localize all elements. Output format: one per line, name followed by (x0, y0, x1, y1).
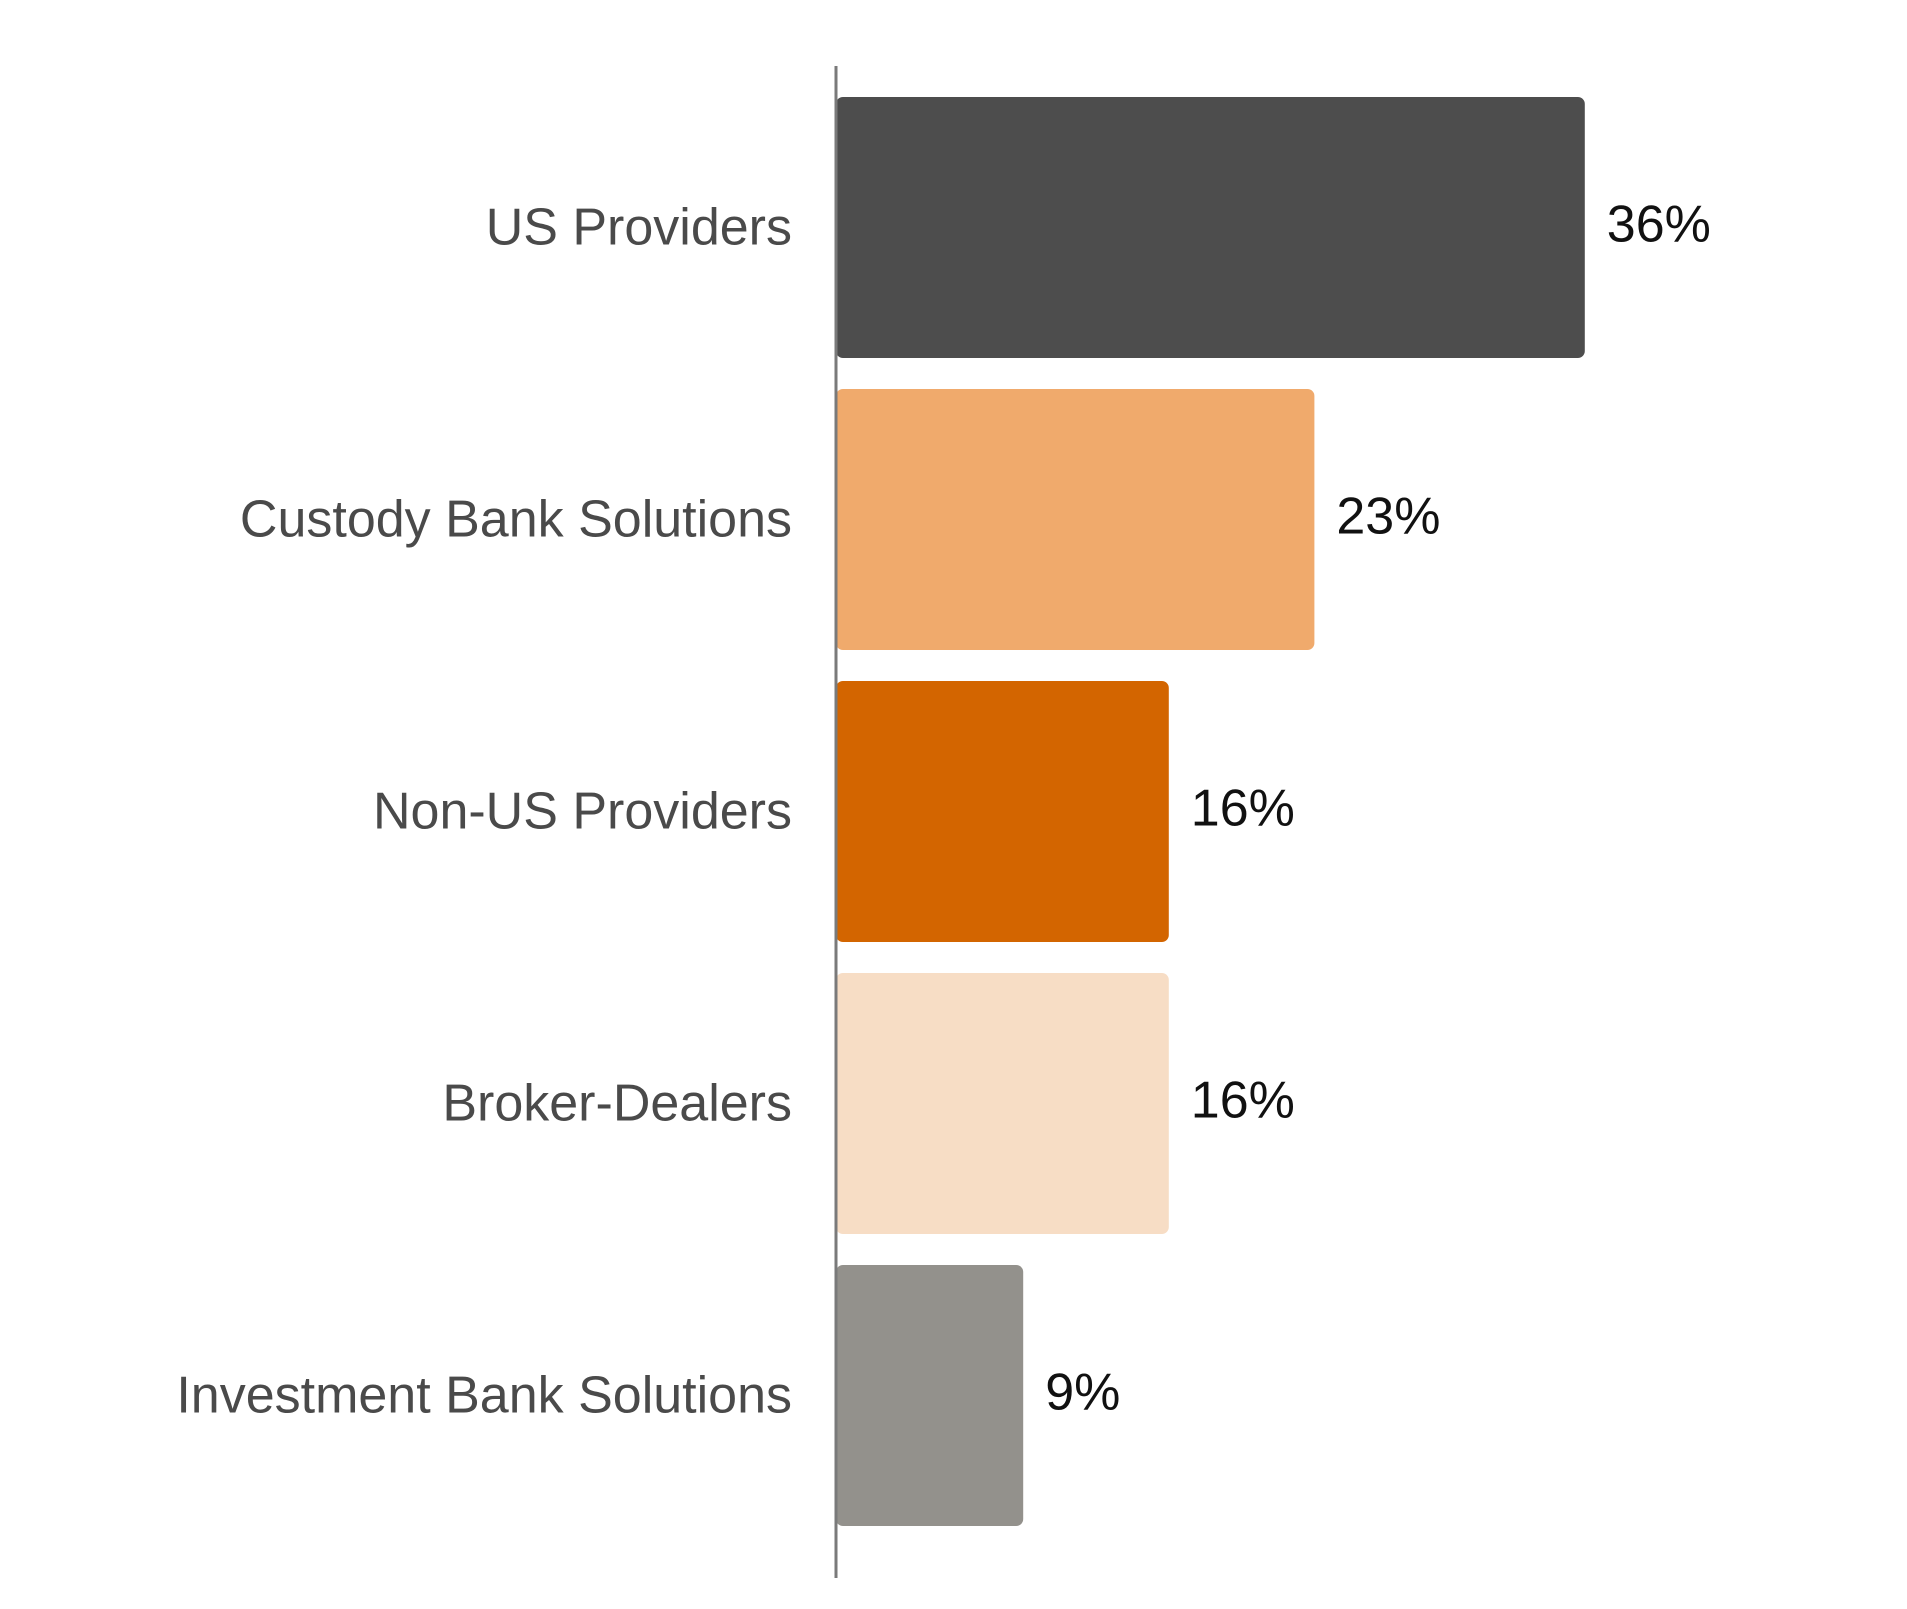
category-label-custody-bank-solutions: Custody Bank Solutions (240, 491, 792, 549)
category-labels: US Providers Custody Bank Solutions Non-US… (176, 199, 792, 1425)
bar-non-us-providers (836, 681, 1169, 942)
category-label-broker-dealers: Broker-Dealers (442, 1075, 792, 1133)
value-label-broker-dealers: 16% (1191, 1072, 1295, 1130)
category-label-us-providers: US Providers (486, 199, 792, 257)
bars-layer (836, 97, 1585, 1526)
bar-broker-dealers (836, 973, 1169, 1234)
bar-investment-bank-solutions (836, 1265, 1024, 1526)
category-label-non-us-providers: Non-US Providers (373, 783, 792, 841)
bar-us-providers (836, 97, 1585, 358)
value-label-us-providers: 36% (1607, 196, 1711, 254)
value-labels: 36% 23% 16% 16% 9% (1045, 196, 1711, 1422)
bar-custody-bank-solutions (836, 389, 1315, 650)
value-label-custody-bank-solutions: 23% (1336, 488, 1440, 546)
category-label-investment-bank-solutions: Investment Bank Solutions (176, 1367, 792, 1425)
value-label-non-us-providers: 16% (1191, 780, 1295, 838)
value-label-investment-bank-solutions: 9% (1045, 1364, 1120, 1422)
